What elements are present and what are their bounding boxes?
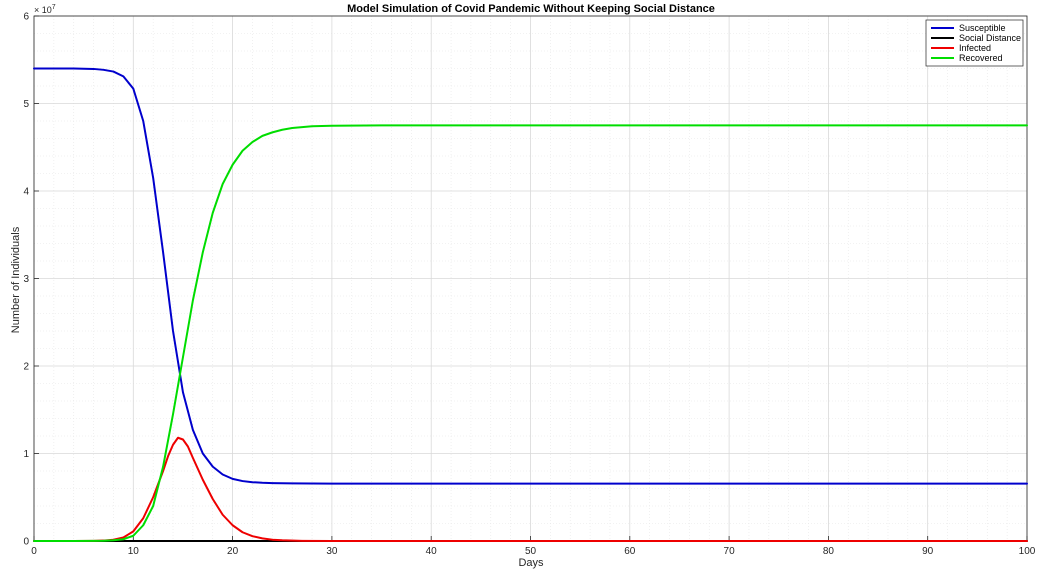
- y-tick-label: 1: [23, 449, 29, 460]
- legend-label-recovered: Recovered: [959, 53, 1003, 63]
- x-axis-label: Days: [518, 557, 544, 569]
- y-exponent-base: × 10: [34, 5, 52, 15]
- x-tick-label: 10: [128, 546, 140, 557]
- x-tick-label: 70: [724, 546, 736, 557]
- x-tick-label: 30: [326, 546, 338, 557]
- x-tick-label: 60: [624, 546, 636, 557]
- plot-area: 0 10 20 30 40 50 60 70 80 90 100 0 1 2 3 4 5 6: [23, 12, 1035, 558]
- x-tick-label: 40: [426, 546, 438, 557]
- y-tick-label: 6: [23, 12, 29, 23]
- series-line-recovered: [33, 124, 1028, 542]
- x-tick-label: 20: [227, 546, 239, 557]
- y-tick-label: 3: [23, 274, 29, 285]
- tick-labels: 0 10 20 30 40 50 60 70 80 90 100 0 1 2 3 4 5 6: [23, 12, 1035, 558]
- legend-label-social-distance: Social Distance: [959, 33, 1021, 43]
- y-tick-label: 5: [23, 99, 29, 110]
- legend-label-susceptible: Susceptible: [959, 23, 1006, 33]
- y-axis-label: Number of Individuals: [10, 226, 22, 333]
- series-lines: [33, 67, 1028, 542]
- chart-title: Model Simulation of Covid Pandemic Witho…: [347, 3, 715, 15]
- x-tick-label: 80: [823, 546, 835, 557]
- x-tick-label: 50: [525, 546, 537, 557]
- y-tick-label: 4: [23, 187, 29, 198]
- y-axis-exponent: × 107: [34, 4, 56, 15]
- y-exponent-power: 7: [52, 4, 56, 11]
- x-tick-label: 100: [1019, 546, 1036, 557]
- x-tick-label: 0: [31, 546, 37, 557]
- series-line-infected: [33, 436, 1028, 542]
- y-tick-label: 0: [23, 537, 29, 548]
- series-line-susceptible: [33, 67, 1028, 485]
- y-tick-label: 2: [23, 362, 29, 373]
- x-tick-label: 90: [922, 546, 934, 557]
- legend-label-infected: Infected: [959, 43, 991, 53]
